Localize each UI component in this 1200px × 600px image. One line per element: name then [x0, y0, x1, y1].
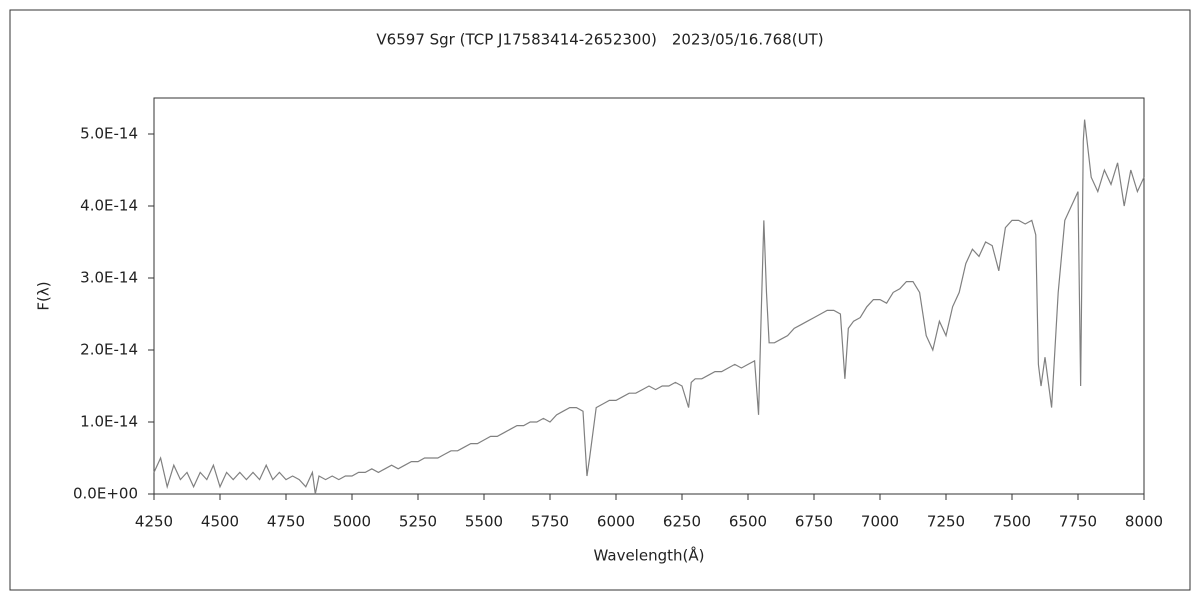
- x-tick-label: 4500: [201, 513, 239, 531]
- y-axis-label: F(λ): [35, 281, 53, 310]
- y-tick-label: 5.0E-14: [80, 125, 138, 143]
- y-tick-label: 3.0E-14: [80, 269, 138, 287]
- x-tick-label: 7750: [1059, 513, 1097, 531]
- x-tick-label: 4250: [135, 513, 173, 531]
- spectrum-line: [153, 119, 1145, 495]
- x-tick-label: 8000: [1125, 513, 1163, 531]
- y-tick-label: 2.0E-14: [80, 341, 138, 359]
- x-tick-label: 5750: [531, 513, 569, 531]
- x-tick-label: 7250: [927, 513, 965, 531]
- x-axis-label: Wavelength(Å): [594, 546, 705, 565]
- chart-title: V6597 Sgr (TCP J17583414-2652300) 2023/0…: [376, 31, 823, 49]
- plot-area: [153, 97, 1145, 495]
- x-tick-label: 6000: [597, 513, 635, 531]
- x-tick-label: 6250: [663, 513, 701, 531]
- x-tick-label: 6750: [795, 513, 833, 531]
- x-tick-label: 4750: [267, 513, 305, 531]
- y-tick-label: 0.0E+00: [73, 485, 138, 503]
- y-tick-label: 1.0E-14: [80, 413, 138, 431]
- x-tick-label: 5250: [399, 513, 437, 531]
- x-tick-label: 5500: [465, 513, 503, 531]
- x-tick-label: 6500: [729, 513, 767, 531]
- y-tick-label: 4.0E-14: [80, 197, 138, 215]
- x-tick-label: 7500: [993, 513, 1031, 531]
- x-tick-label: 5000: [333, 513, 371, 531]
- x-tick-label: 7000: [861, 513, 899, 531]
